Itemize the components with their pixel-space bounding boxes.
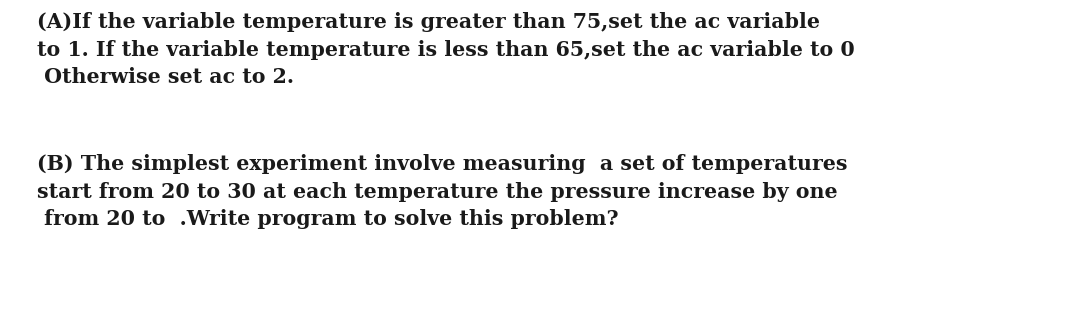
Text: (B) The simplest experiment involve measuring  a set of temperatures
start from : (B) The simplest experiment involve meas…	[37, 154, 847, 229]
Text: (A)If the variable temperature is greater than 75,set the ac variable
to 1. If t: (A)If the variable temperature is greate…	[37, 12, 855, 87]
